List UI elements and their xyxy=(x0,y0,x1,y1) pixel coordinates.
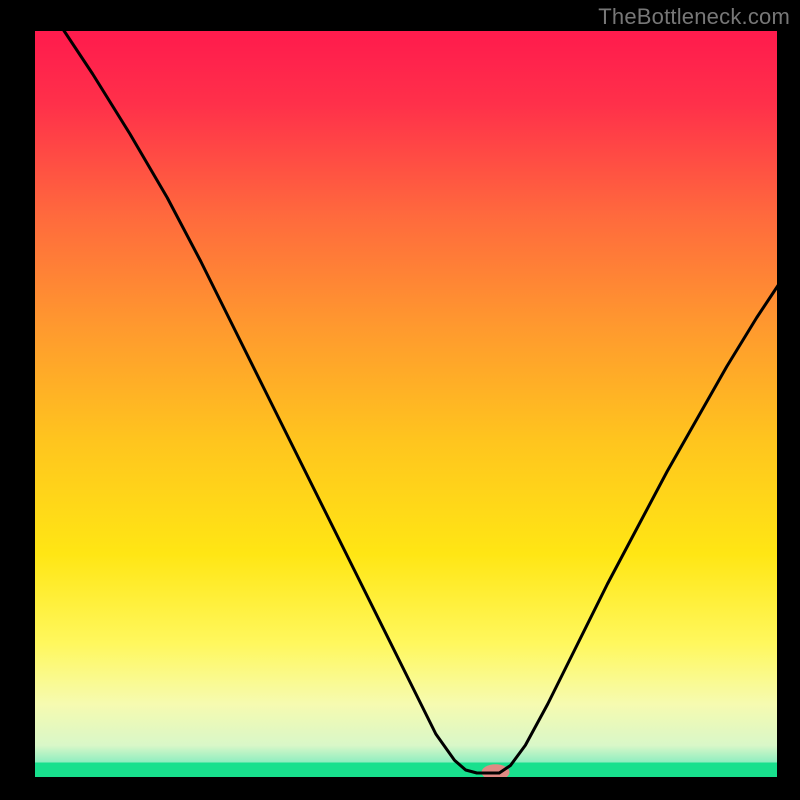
watermark-text: TheBottleneck.com xyxy=(598,4,790,30)
bottom-band xyxy=(33,763,779,780)
chart-svg xyxy=(0,0,800,800)
bottleneck-chart: TheBottleneck.com xyxy=(0,0,800,800)
plot-background xyxy=(33,29,779,779)
